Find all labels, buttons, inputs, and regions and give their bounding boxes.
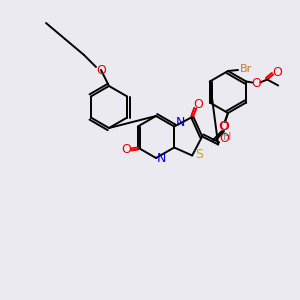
Text: O: O — [251, 77, 261, 90]
Text: S: S — [195, 148, 203, 161]
Text: O: O — [96, 64, 106, 76]
Text: O: O — [272, 66, 282, 79]
Text: O: O — [193, 98, 203, 111]
Text: N: N — [156, 152, 166, 166]
Text: O: O — [219, 131, 229, 145]
Text: N: N — [176, 116, 185, 129]
Text: O: O — [218, 119, 228, 133]
Text: O: O — [121, 143, 131, 156]
Text: Br: Br — [240, 64, 252, 74]
Text: H: H — [223, 133, 231, 142]
Text: O: O — [219, 121, 229, 134]
